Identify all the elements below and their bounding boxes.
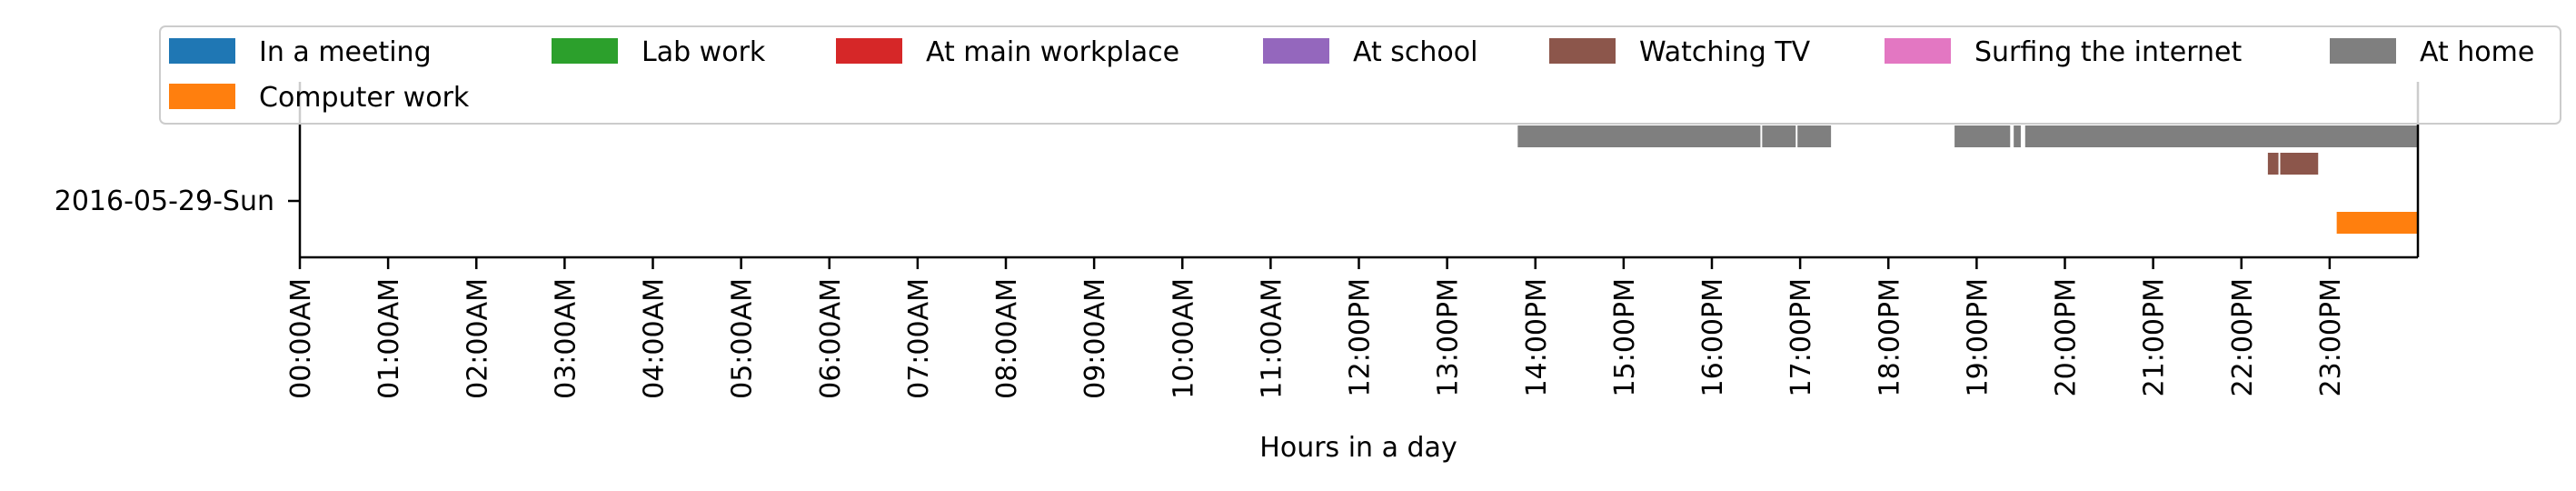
x-tick-label: 16:00PM: [1697, 278, 1729, 396]
bar-at-home: [1517, 125, 1761, 147]
x-tick-label: 08:00AM: [991, 278, 1023, 399]
x-tick-label: 15:00PM: [1609, 278, 1641, 396]
legend-label: At home: [2420, 36, 2534, 68]
x-tick-label: 04:00AM: [639, 278, 671, 399]
legend-label: At school: [1353, 36, 1477, 68]
x-tick-label: 21:00PM: [2139, 278, 2171, 396]
x-tick-label: 05:00AM: [727, 278, 759, 399]
x-tick-label: 09:00AM: [1079, 278, 1111, 399]
legend-label: In a meeting: [259, 36, 432, 68]
legend-label: Lab work: [642, 36, 766, 68]
legend-frame: [159, 25, 2561, 125]
legend-label: At main workplace: [926, 36, 1179, 68]
legend-swatch: [169, 38, 235, 64]
bar-at-home: [1954, 125, 2011, 147]
x-axis-label: Hours in a day: [1259, 432, 1457, 464]
x-tick-label: 11:00AM: [1256, 278, 1288, 399]
legend-label: Watching TV: [1639, 36, 1811, 68]
x-tick-label: 23:00PM: [2315, 278, 2347, 396]
x-tick-label: 19:00PM: [1962, 278, 1994, 396]
y-tick-label: 2016-05-29-Sun: [55, 185, 274, 217]
x-tick-label: 00:00AM: [285, 278, 317, 399]
legend-swatch: [1549, 38, 1616, 64]
legend: In a meeting Lab work At main workplace At …: [159, 25, 2561, 125]
legend-swatch: [1885, 38, 1951, 64]
x-ticks: 00:00AM 01:00AM 02:00AM 03:00AM 04:00AM 05:00…: [285, 257, 2347, 399]
x-tick-label: 07:00AM: [903, 278, 935, 399]
bar-at-home: [2024, 125, 2418, 147]
legend-swatch: [1263, 38, 1329, 64]
legend-swatch: [169, 84, 235, 109]
x-tick-label: 22:00PM: [2227, 278, 2259, 396]
legend-swatch: [836, 38, 902, 64]
legend-swatch: [552, 38, 618, 64]
x-tick-label: 10:00AM: [1168, 278, 1199, 399]
bar-at-home: [2014, 125, 2021, 147]
x-tick-label: 06:00AM: [815, 278, 847, 399]
x-tick-label: 01:00AM: [373, 278, 405, 399]
bar-watching-tv: [2267, 153, 2279, 175]
x-tick-label: 02:00AM: [462, 278, 493, 399]
x-tick-label: 17:00PM: [1785, 278, 1817, 396]
bar-watching-tv: [2280, 153, 2319, 175]
legend-label: Computer work: [259, 82, 470, 114]
bar-computer-work: [2336, 212, 2418, 234]
bar-at-home: [1762, 125, 1796, 147]
x-tick-label: 20:00PM: [2051, 278, 2083, 396]
x-tick-label: 18:00PM: [1874, 278, 1905, 396]
x-tick-label: 12:00PM: [1345, 278, 1377, 396]
legend-label: Surfing the internet: [1974, 36, 2242, 68]
x-tick-label: 13:00PM: [1433, 278, 1465, 396]
bars-layer: [1517, 125, 2418, 234]
legend-swatch: [2330, 38, 2396, 64]
x-tick-label: 14:00PM: [1521, 278, 1553, 396]
x-tick-label: 03:00AM: [550, 278, 582, 399]
bar-at-home: [1797, 125, 1832, 147]
